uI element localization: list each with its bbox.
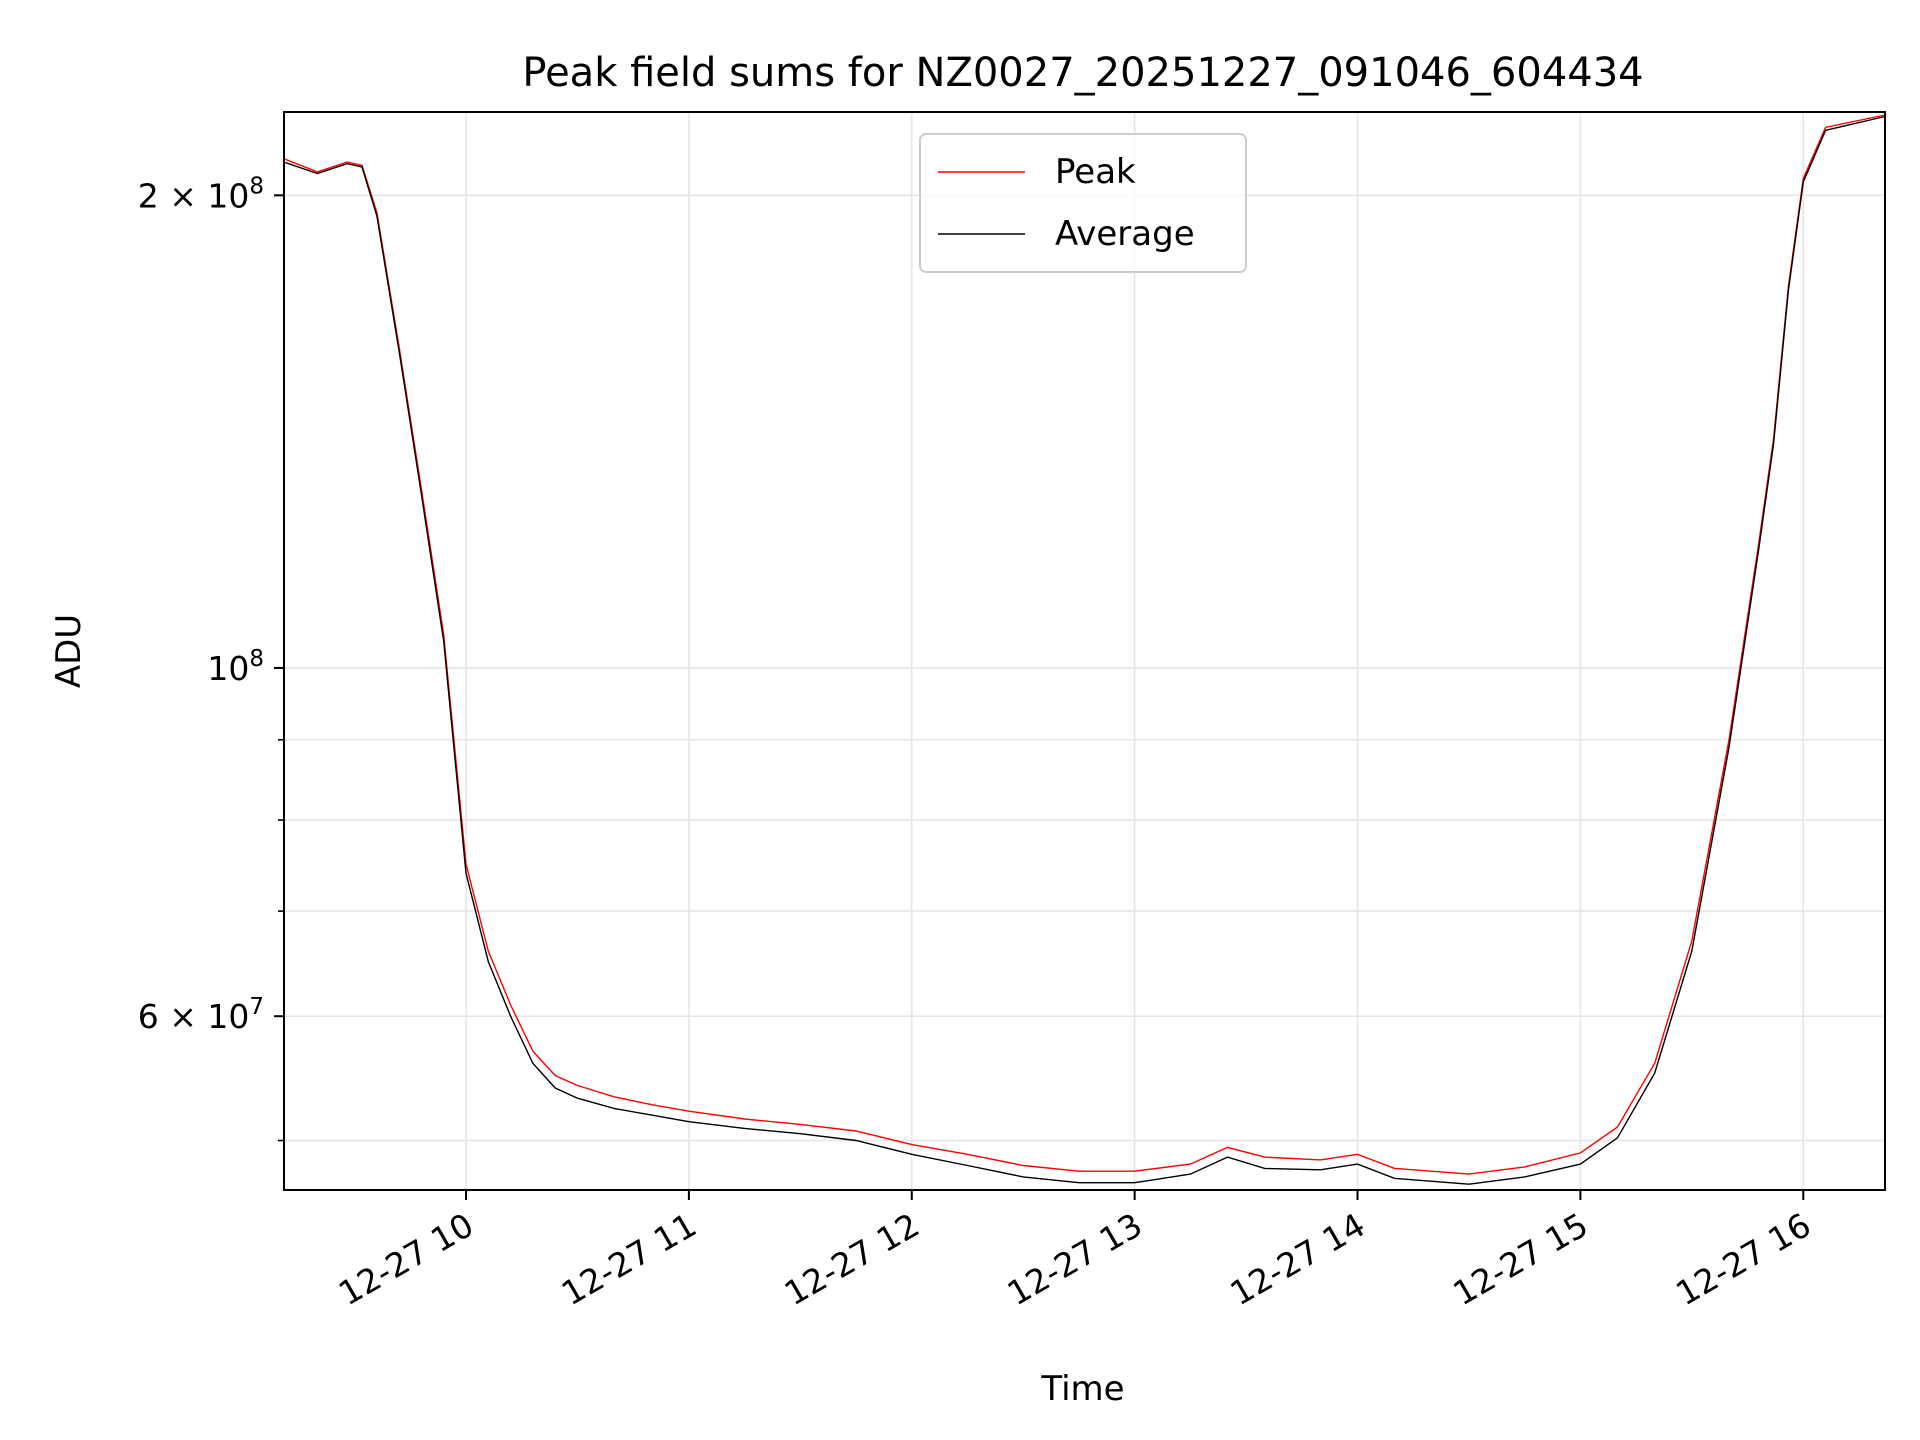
legend-label-peak: Peak bbox=[1055, 152, 1136, 192]
chart-title: Peak field sums for NZ0027_20251227_0910… bbox=[522, 50, 1643, 96]
series-layer bbox=[283, 114, 1886, 1185]
y-tick-label: 108 bbox=[207, 646, 264, 688]
legend-label-average: Average bbox=[1055, 214, 1195, 254]
y-axis-label: ADU bbox=[49, 614, 89, 688]
y-axis-ticks: 6 × 107 108 2 × 108 bbox=[138, 173, 284, 1142]
y-tick-label: 6 × 107 bbox=[138, 994, 264, 1036]
series-line-average bbox=[283, 115, 1886, 1185]
plot-frame bbox=[283, 111, 1886, 1191]
legend: Peak Average bbox=[919, 133, 1247, 273]
legend-box bbox=[919, 133, 1247, 273]
y-tick-label: 2 × 108 bbox=[138, 173, 264, 215]
x-axis-label: Time bbox=[1040, 1369, 1124, 1409]
